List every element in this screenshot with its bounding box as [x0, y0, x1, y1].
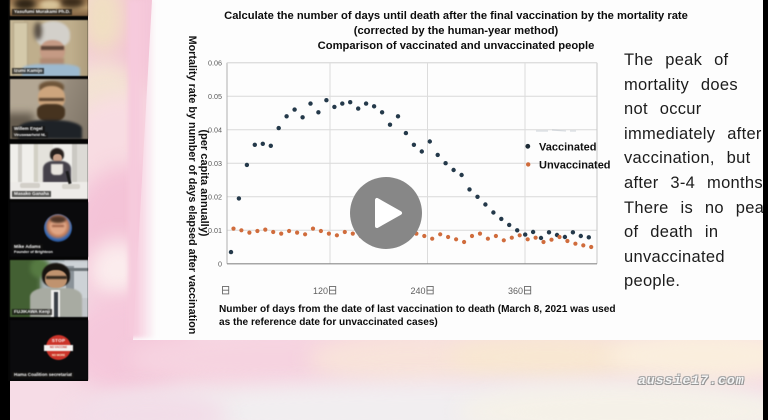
- svg-text:0.05: 0.05: [208, 92, 222, 101]
- svg-text:0.01: 0.01: [208, 226, 222, 235]
- svg-text:Unvaccinated: Unvaccinated: [539, 160, 611, 172]
- svg-text:0.03: 0.03: [208, 159, 222, 168]
- svg-text:(per capita annually): (per capita annually): [198, 130, 210, 237]
- svg-text:240: 240: [410, 286, 425, 296]
- svg-text:Mortality rate by number of da: Mortality rate by number of days elapsed…: [186, 36, 198, 335]
- svg-text:0.04: 0.04: [208, 125, 222, 134]
- svg-text:0.02: 0.02: [208, 192, 222, 201]
- svg-text:360: 360: [508, 286, 523, 296]
- svg-text:0: 0: [218, 259, 222, 268]
- svg-text:0.06: 0.06: [208, 58, 222, 67]
- svg-text:120: 120: [313, 286, 328, 296]
- svg-text:Vaccinated: Vaccinated: [539, 142, 596, 154]
